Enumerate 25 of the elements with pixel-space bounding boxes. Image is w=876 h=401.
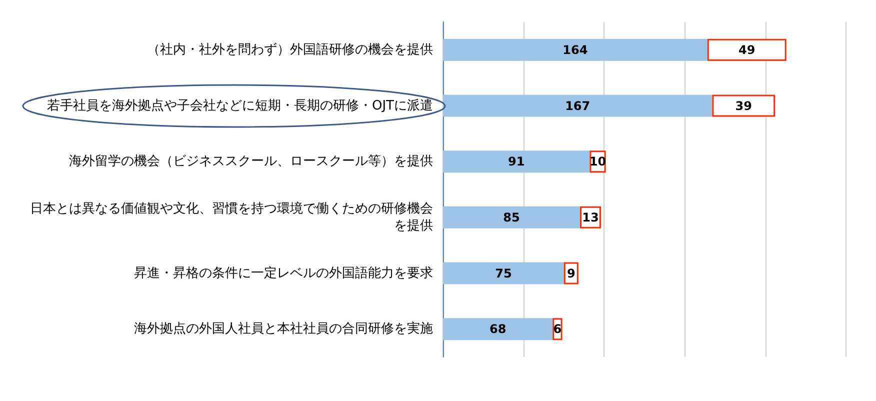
y-tick-label: 日本とは異なる価値観や文化、習慣を持つ環境で働くための研修機会を提供 xyxy=(30,200,433,234)
bar xyxy=(443,94,712,117)
bar xyxy=(707,38,786,61)
y-tick-label: 海外留学の機会（ビジネススクール、ロースクール等）を提供 xyxy=(69,154,433,170)
data-label: 6 xyxy=(553,322,562,336)
data-label: 75 xyxy=(495,266,512,280)
bar xyxy=(443,38,708,61)
data-label: 49 xyxy=(738,42,756,57)
y-tick-label: 若手社員を海外拠点や子会社などに短期・長期の研修・OJTに派遣 xyxy=(46,98,433,114)
data-label: 13 xyxy=(582,210,599,224)
data-label: 164 xyxy=(562,42,588,57)
data-label: 9 xyxy=(566,266,576,280)
bar xyxy=(443,318,553,340)
y-tick-label: 海外拠点の外国人社員と本社社員の合同研修を実施 xyxy=(134,320,433,337)
data-label: 91 xyxy=(508,154,525,169)
data-label: 68 xyxy=(489,322,506,336)
bar xyxy=(443,206,580,228)
bar xyxy=(443,262,564,284)
bar xyxy=(443,150,590,173)
data-label: 167 xyxy=(565,98,590,113)
y-tick-label: 昇進・昇格の条件に一定レベルの外国語能力を要求 xyxy=(134,266,433,281)
y-tick-label: （社内・社外を問わず）外国語研修の機会を提供 xyxy=(147,42,433,58)
data-label: 39 xyxy=(735,98,752,113)
bar xyxy=(712,94,776,117)
data-label: 85 xyxy=(503,210,520,224)
